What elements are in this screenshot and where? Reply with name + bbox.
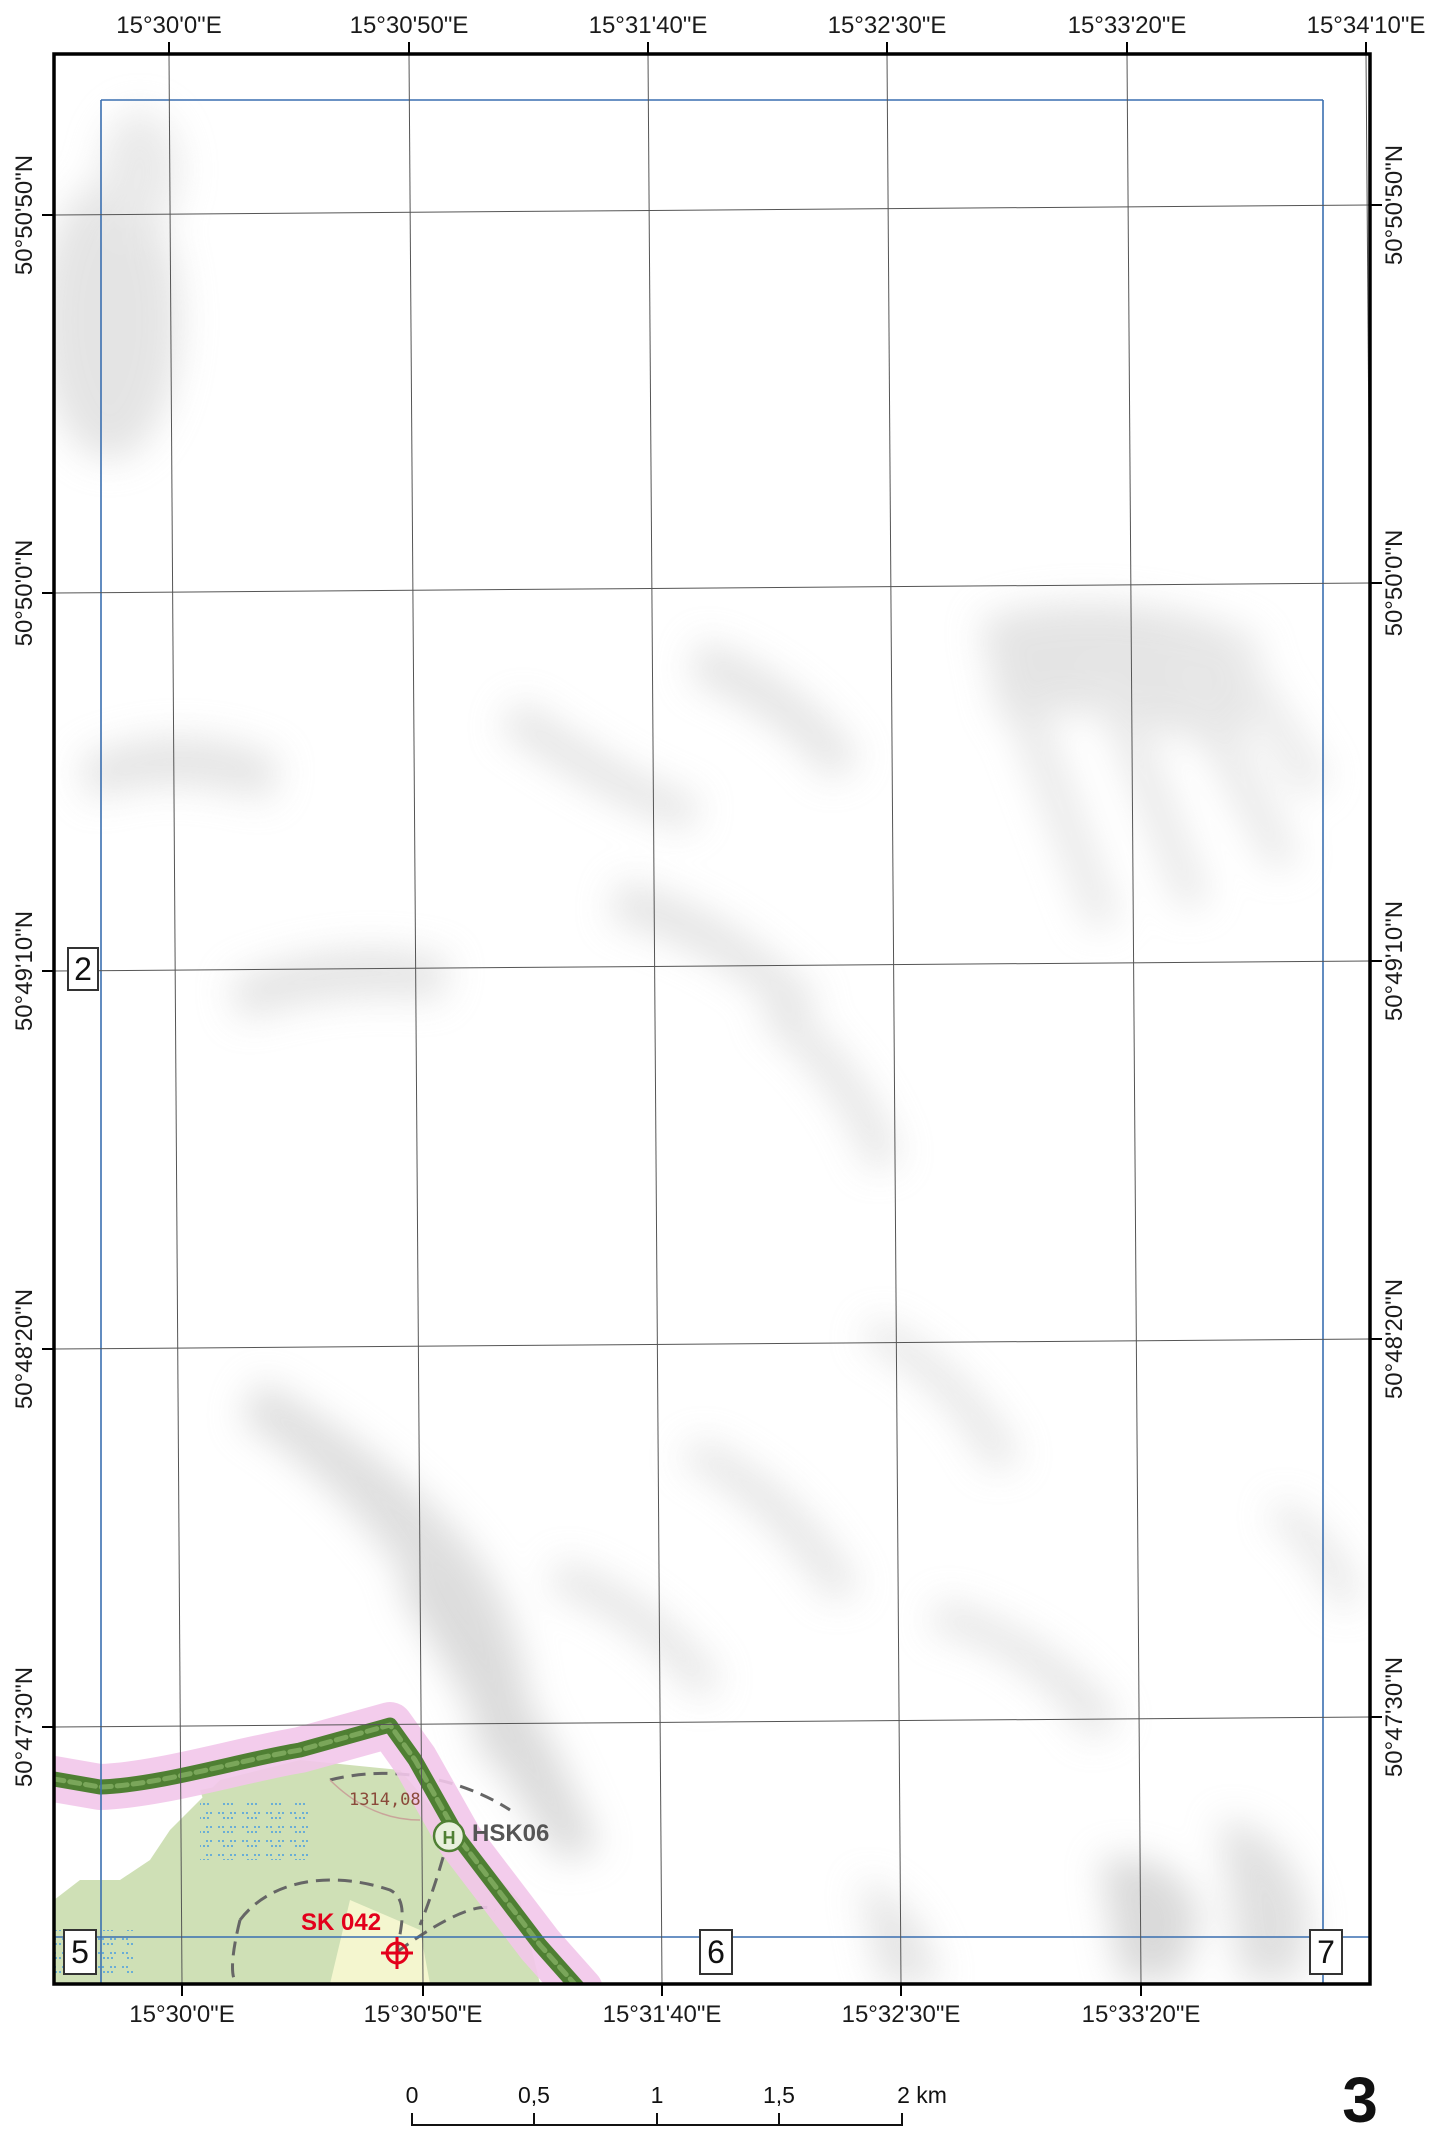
svg-text:7: 7 bbox=[1317, 1934, 1335, 1970]
longitude-label: 15°33'20"E bbox=[1082, 2001, 1201, 2028]
latitude-label: 50°50'0"N bbox=[11, 540, 38, 647]
top-longitude-labels: 15°30'0"E 15°30'50"E 15°31'40"E 15°32'30… bbox=[116, 12, 1425, 39]
svg-text:6: 6 bbox=[707, 1934, 725, 1970]
sheet-label-southeast[interactable]: 7 bbox=[1309, 1929, 1343, 1975]
heliport-symbol: H bbox=[443, 1828, 456, 1848]
clearing-area bbox=[330, 1900, 430, 1984]
elevation-label: 1314,08 bbox=[349, 1790, 421, 1810]
map-body bbox=[54, 54, 1370, 1984]
graticule bbox=[53, 53, 1371, 1985]
longitude-label: 15°31'40"E bbox=[603, 2001, 722, 2028]
latitude-label: 50°49'10"N bbox=[1381, 901, 1408, 1021]
scale-label: 0 bbox=[406, 2082, 419, 2108]
sheet-label-southwest[interactable]: 5 bbox=[63, 1929, 97, 1975]
hillshade-relief bbox=[54, 110, 1360, 1984]
latitude-label: 50°50'50"N bbox=[11, 155, 38, 275]
scale-label: 1,5 bbox=[763, 2082, 795, 2108]
latitude-label: 50°48'20"N bbox=[1381, 1279, 1408, 1399]
longitude-label: 15°30'50"E bbox=[350, 12, 469, 39]
latitude-label: 50°49'10"N bbox=[11, 911, 38, 1031]
point-marker[interactable] bbox=[381, 1937, 413, 1969]
scale-label: 2 km bbox=[897, 2082, 947, 2108]
latitude-label: 50°50'50"N bbox=[1381, 145, 1408, 265]
bottom-longitude-labels: 15°30'0"E 15°30'50"E 15°31'40"E 15°32'30… bbox=[129, 2001, 1200, 2028]
svg-text:5: 5 bbox=[71, 1934, 89, 1970]
longitude-label: 15°34'10"E bbox=[1307, 12, 1426, 39]
longitude-label: 15°30'0"E bbox=[116, 12, 221, 39]
longitude-label: 15°30'50"E bbox=[364, 2001, 483, 2028]
heliport-label: HSK06 bbox=[472, 1820, 549, 1847]
point-label: SK 042 bbox=[301, 1909, 381, 1936]
frame-ticks bbox=[42, 42, 1382, 1996]
longitude-label: 15°31'40"E bbox=[589, 12, 708, 39]
right-latitude-labels: 50°50'50"N 50°50'0"N 50°49'10"N 50°48'20… bbox=[1381, 145, 1408, 1777]
longitude-label: 15°33'20"E bbox=[1068, 12, 1187, 39]
latitude-label: 50°47'30"N bbox=[11, 1667, 38, 1787]
scale-bar: 0 0,5 1 1,5 2 km bbox=[406, 2082, 947, 2126]
heliport-icon bbox=[432, 1819, 466, 1853]
longitude-label: 15°32'30"E bbox=[842, 2001, 961, 2028]
scale-label: 1 bbox=[651, 2082, 664, 2108]
heliport-marker[interactable]: H bbox=[432, 1819, 466, 1853]
forest-area bbox=[54, 1760, 540, 1984]
latitude-label: 50°48'20"N bbox=[11, 1289, 38, 1409]
svg-text:2: 2 bbox=[74, 951, 92, 987]
sheet-label-west[interactable]: 2 bbox=[67, 947, 99, 991]
longitude-label: 15°32'30"E bbox=[828, 12, 947, 39]
sheet-label-south[interactable]: 6 bbox=[699, 1929, 733, 1975]
latitude-label: 50°47'30"N bbox=[1381, 1657, 1408, 1777]
map-frame bbox=[52, 52, 1372, 1986]
longitude-label: 15°30'0"E bbox=[129, 2001, 234, 2028]
latitude-label: 50°50'0"N bbox=[1381, 530, 1408, 637]
page-number: 3 bbox=[1342, 2064, 1378, 2136]
marsh-area bbox=[200, 1800, 310, 1860]
left-latitude-labels: 50°50'50"N 50°50'0"N 50°49'10"N 50°48'20… bbox=[11, 155, 38, 1787]
route-line bbox=[54, 1702, 603, 1984]
contour-line bbox=[329, 1779, 421, 1821]
scale-label: 0,5 bbox=[518, 2082, 550, 2108]
